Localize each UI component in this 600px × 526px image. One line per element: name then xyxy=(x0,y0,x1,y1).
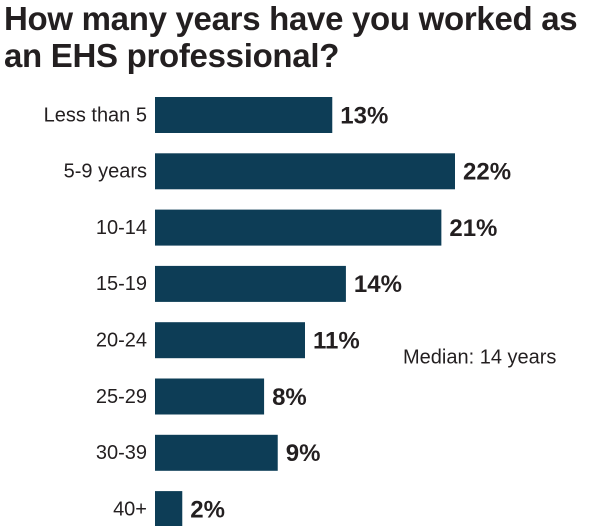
bar xyxy=(155,265,346,302)
value-label: 13% xyxy=(340,102,388,129)
bar xyxy=(155,378,265,415)
value-label: 9% xyxy=(286,440,321,467)
value-label: 22% xyxy=(463,159,511,186)
category-label: 5-9 years xyxy=(64,161,147,183)
category-label: 10-14 xyxy=(96,217,147,239)
value-label: 8% xyxy=(272,384,307,411)
bar xyxy=(155,322,305,359)
bar xyxy=(155,153,455,190)
chart-title: How many years have you worked as an EHS… xyxy=(4,0,578,74)
bar xyxy=(155,491,183,526)
bar xyxy=(155,97,333,133)
category-label: 40+ xyxy=(113,498,147,520)
category-label: 25-29 xyxy=(96,386,147,408)
category-label: 20-24 xyxy=(96,329,147,351)
value-label: 21% xyxy=(449,215,497,242)
annotation: Median: 14 years xyxy=(403,346,556,368)
category-label: 30-39 xyxy=(96,442,147,464)
value-label: 2% xyxy=(190,496,225,523)
value-label: 14% xyxy=(354,271,402,298)
bar xyxy=(155,209,442,246)
value-label: 11% xyxy=(313,328,360,355)
category-label: Less than 5 xyxy=(44,104,147,126)
bar xyxy=(155,434,278,471)
category-label: 15-19 xyxy=(96,273,147,295)
